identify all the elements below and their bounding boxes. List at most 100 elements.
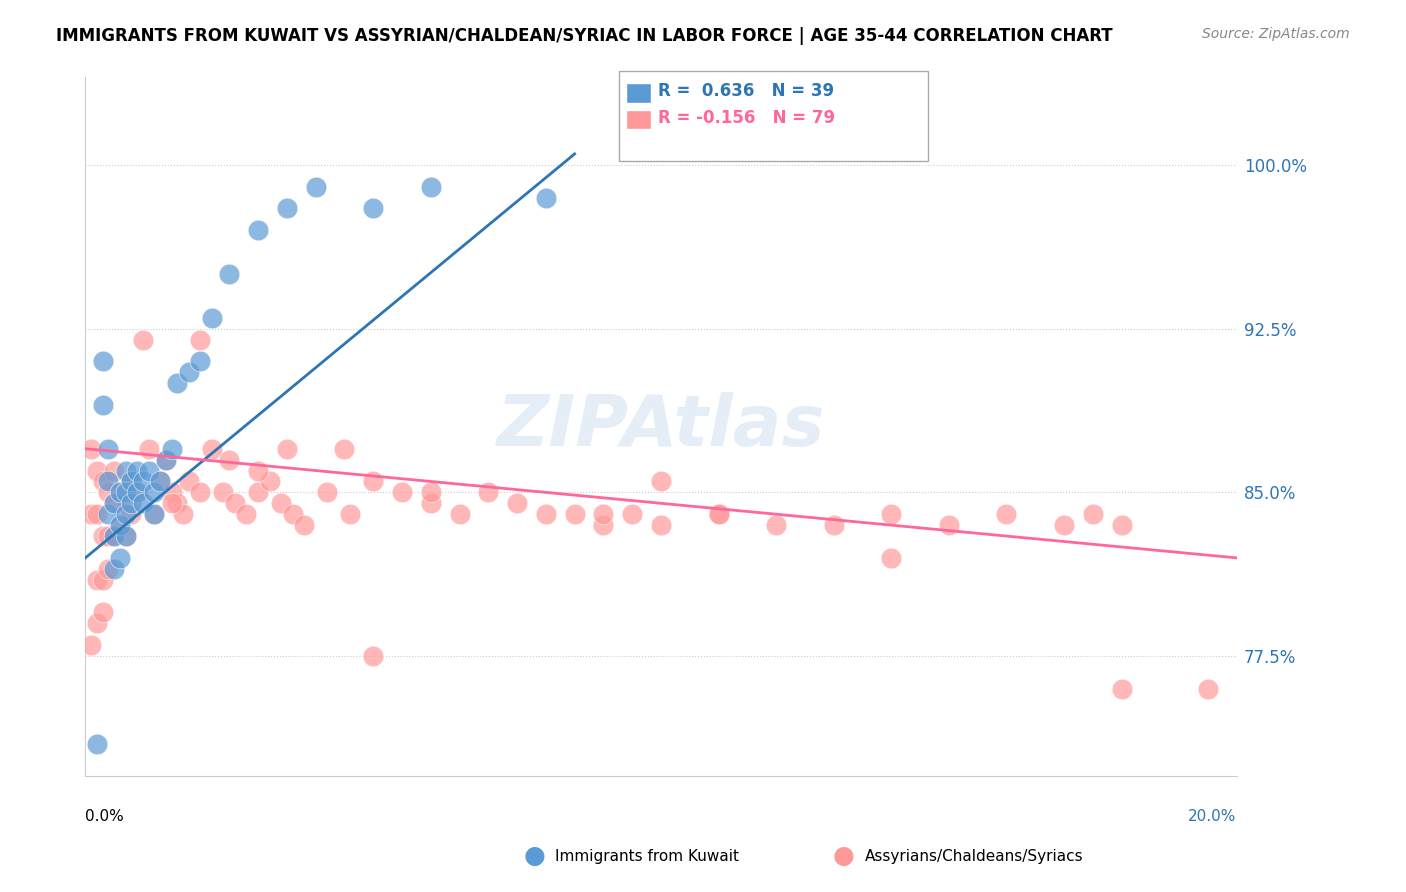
Point (172, 507, 194, 521)
Point (149, 475, 172, 489)
Point (247, 485, 270, 500)
Point (650, 475, 672, 489)
Point (316, 485, 339, 500)
Point (108, 518, 131, 533)
Point (1197, 681, 1219, 696)
Point (138, 464, 160, 478)
Text: ●: ● (523, 845, 546, 868)
Point (419, 179, 441, 194)
Text: IMMIGRANTS FROM KUWAIT VS ASSYRIAN/CHALDEAN/SYRIAC IN LABOR FORCE | AGE 35-44 CO: IMMIGRANTS FROM KUWAIT VS ASSYRIAN/CHALD… (56, 27, 1114, 45)
Point (177, 365, 200, 379)
Point (103, 496, 125, 510)
Point (707, 507, 730, 521)
Point (218, 267, 240, 281)
Point (120, 475, 142, 489)
Point (97, 507, 120, 521)
Point (880, 507, 903, 521)
Point (270, 496, 292, 510)
Point (86, 616, 108, 631)
Point (97, 529, 120, 543)
Text: Assyrians/Chaldeans/Syriacs: Assyrians/Chaldeans/Syriacs (865, 849, 1083, 863)
Point (103, 464, 125, 478)
Point (339, 507, 361, 521)
Point (259, 475, 281, 489)
Point (143, 507, 166, 521)
Point (97, 485, 120, 500)
Point (160, 496, 183, 510)
Point (103, 529, 125, 543)
Point (823, 518, 845, 533)
Point (177, 475, 200, 489)
Point (235, 507, 257, 521)
Text: 20.0%: 20.0% (1188, 809, 1237, 824)
Point (564, 507, 586, 521)
Point (160, 442, 183, 456)
Text: Immigrants from Kuwait: Immigrants from Kuwait (555, 849, 740, 863)
Point (276, 442, 298, 456)
Point (127, 485, 149, 500)
Point (108, 518, 131, 533)
Point (276, 202, 298, 216)
Point (80, 442, 103, 456)
Point (995, 507, 1018, 521)
Point (120, 507, 142, 521)
Point (143, 507, 166, 521)
Point (91, 354, 114, 368)
Point (534, 507, 557, 521)
Point (419, 496, 441, 510)
Text: ZIPAtlas: ZIPAtlas (496, 392, 825, 461)
Point (1053, 518, 1076, 533)
Point (91, 529, 114, 543)
Point (304, 179, 326, 194)
Point (91, 475, 114, 489)
Point (281, 507, 304, 521)
Point (621, 507, 644, 521)
Point (120, 496, 142, 510)
Point (224, 496, 246, 510)
Point (132, 475, 155, 489)
Point (247, 464, 270, 478)
Point (190, 354, 212, 368)
Point (212, 485, 235, 500)
Point (127, 485, 149, 500)
Point (765, 518, 787, 533)
Point (97, 562, 120, 576)
Point (86, 464, 108, 478)
Point (361, 202, 384, 216)
Point (419, 485, 441, 500)
Text: Source: ZipAtlas.com: Source: ZipAtlas.com (1202, 27, 1350, 41)
Point (938, 518, 960, 533)
Point (108, 485, 131, 500)
Point (132, 333, 155, 347)
Point (218, 452, 240, 467)
Point (292, 518, 315, 533)
Point (103, 496, 125, 510)
Point (477, 485, 499, 500)
Point (190, 485, 212, 500)
Point (506, 496, 529, 510)
Point (1081, 507, 1104, 521)
Point (86, 573, 108, 587)
Point (86, 507, 108, 521)
Point (592, 518, 614, 533)
Point (80, 507, 103, 521)
Point (166, 376, 188, 391)
Point (650, 518, 672, 533)
Point (91, 606, 114, 620)
Point (80, 638, 103, 652)
Point (114, 496, 136, 510)
Point (333, 442, 356, 456)
Point (114, 529, 136, 543)
Point (127, 464, 149, 478)
Point (114, 507, 136, 521)
Text: R = -0.156   N = 79: R = -0.156 N = 79 (658, 109, 835, 127)
Point (120, 475, 142, 489)
Point (138, 442, 160, 456)
Point (143, 485, 166, 500)
Text: ●: ● (832, 845, 855, 868)
Point (155, 452, 177, 467)
Point (91, 573, 114, 587)
Point (132, 496, 155, 510)
Point (91, 398, 114, 412)
Point (201, 442, 224, 456)
